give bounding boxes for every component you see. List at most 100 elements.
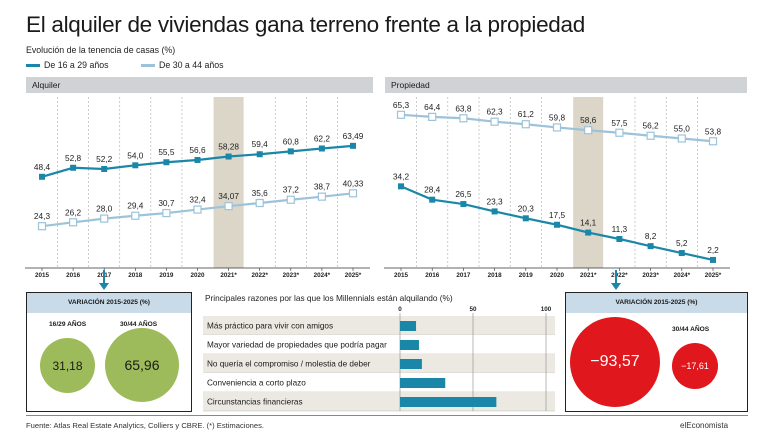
variation-box-propiedad: VARIACIÓN 2015-2025 (%) 30/44 AÑOS −93,5… (565, 292, 748, 412)
variation-col-label: 30/44 AÑOS (672, 326, 710, 333)
data-point (398, 183, 404, 190)
data-point (224, 202, 233, 211)
data-label: 34,07 (218, 191, 239, 201)
x-tick-label: 2017 (456, 272, 471, 279)
data-label: 5,2 (676, 238, 688, 248)
page-title: El alquiler de viviendas gana terreno fr… (26, 12, 585, 37)
data-point (287, 148, 294, 155)
x-tick-label: 2019 (159, 272, 174, 279)
data-label: 55,5 (158, 147, 175, 157)
data-point (68, 218, 78, 227)
data-label: 52,2 (96, 154, 113, 164)
data-label: 37,2 (283, 185, 300, 195)
x-tick-label: 2023* (642, 272, 659, 279)
data-point (429, 196, 436, 203)
data-point (132, 162, 139, 169)
variation-circle: 31,18 (40, 338, 95, 393)
data-label: 59,4 (252, 139, 269, 149)
data-label: 60,8 (283, 136, 300, 146)
source-note: Fuente: Atlas Real Estate Analytics, Col… (26, 421, 265, 430)
data-point (396, 110, 406, 119)
panel-header-alquiler: Alquiler (26, 77, 373, 93)
data-label: 57,5 (611, 118, 628, 128)
data-label: 20,3 (518, 203, 535, 213)
bar-row-background (203, 354, 555, 373)
data-label: 23,3 (487, 196, 504, 206)
data-label: 24,3 (34, 211, 51, 221)
legend-swatch-adult (141, 63, 155, 67)
data-point (552, 123, 562, 132)
data-point (162, 208, 171, 218)
data-point (428, 112, 437, 121)
x-tick-label: 2025* (705, 272, 722, 279)
variation-value: 65,96 (124, 357, 160, 373)
data-point (490, 117, 499, 126)
x-tick-label: 2020 (190, 272, 205, 279)
bar-tick-label: 50 (469, 306, 477, 313)
x-tick-label: 2022* (251, 272, 268, 279)
data-label: 30,7 (158, 198, 175, 208)
data-point (616, 236, 623, 243)
x-tick-label: 2018 (128, 272, 143, 279)
bar-chart-title: Principales razones por las que los Mill… (205, 293, 453, 303)
data-point (584, 126, 593, 135)
data-point (256, 151, 263, 158)
x-tick-label: 2015 (394, 272, 409, 279)
data-label: 26,2 (65, 207, 82, 217)
x-tick-label: 2019 (519, 272, 534, 279)
data-point (163, 159, 170, 166)
data-label: 17,5 (549, 210, 566, 220)
data-point (522, 215, 529, 222)
data-point (521, 120, 530, 129)
variation-circle: −17,61 (672, 343, 718, 389)
x-tick-label: 2025* (345, 272, 362, 279)
chart-subtitle: Evolución de la tenencia de casas (%) (26, 45, 176, 55)
data-point (615, 128, 624, 137)
data-label: 34,2 (393, 171, 410, 181)
x-tick-label: 2021* (580, 272, 597, 279)
data-point (647, 243, 654, 250)
x-tick-label: 2016 (425, 272, 440, 279)
legend-label-young: De 16 a 29 años (44, 60, 109, 70)
highlight-band (573, 97, 604, 268)
bar-row-background (203, 373, 555, 392)
data-label: 65,3 (393, 100, 410, 110)
variation-value: −17,61 (681, 361, 709, 371)
data-label: 63,49 (343, 131, 364, 141)
bar (400, 321, 417, 331)
variation-col-label: 16/29 AÑOS (49, 321, 87, 328)
variation-value: −93,57 (590, 353, 640, 370)
variation-circle: 65,96 (105, 328, 179, 402)
legend-item-young: De 16 a 29 años (26, 60, 109, 70)
bar-category-label: Conveniencia a corto plazo (207, 379, 306, 388)
data-label: 29,4 (127, 201, 144, 211)
x-tick-label: 2024* (314, 272, 331, 279)
bar-tick-label: 0 (398, 306, 402, 313)
data-label: 52,8 (65, 153, 82, 163)
bar (400, 340, 419, 350)
bar (400, 378, 446, 388)
data-point (194, 156, 201, 163)
highlight-band (213, 97, 244, 268)
data-point (131, 211, 140, 220)
data-point (318, 145, 325, 152)
data-point (100, 214, 109, 223)
variation-col-label: 30/44 AÑOS (120, 321, 158, 328)
data-point (677, 134, 686, 143)
data-point (286, 195, 295, 204)
data-label: 8,2 (645, 231, 657, 241)
bar-row-background (203, 335, 555, 354)
bar-row-background (203, 316, 555, 335)
data-point (710, 256, 716, 263)
variation-circle: −93,57 (570, 317, 660, 407)
x-tick-label: 2020 (550, 272, 565, 279)
variation-box-alquiler: VARIACIÓN 2015-2025 (%) 16/29 AÑOS 30/44… (26, 292, 192, 412)
data-point (646, 131, 655, 140)
data-label: 64,4 (424, 102, 441, 112)
x-tick-label: 2021* (220, 272, 237, 279)
data-point (317, 192, 326, 201)
data-label: 35,6 (252, 188, 269, 198)
data-label: 38,7 (314, 182, 331, 192)
data-label: 54,0 (127, 150, 144, 160)
legend-swatch-young (26, 63, 40, 67)
